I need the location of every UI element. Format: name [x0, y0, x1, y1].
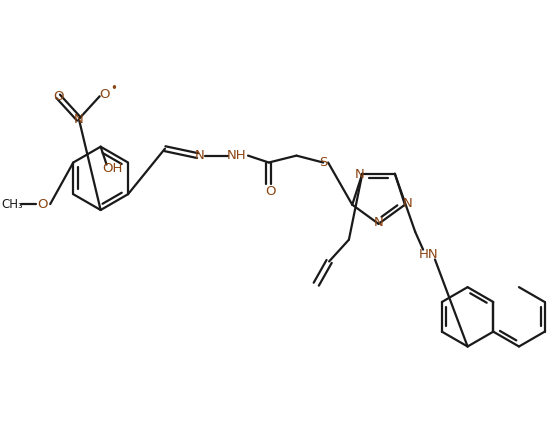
Text: N: N	[374, 216, 383, 229]
Text: OH: OH	[102, 162, 123, 175]
Text: NH: NH	[227, 149, 246, 162]
Text: CH₃: CH₃	[2, 197, 23, 210]
Text: N: N	[74, 112, 84, 125]
Text: N: N	[195, 149, 204, 162]
Text: HN: HN	[419, 248, 439, 261]
Text: O: O	[266, 185, 276, 198]
Text: •: •	[110, 82, 117, 95]
Text: N: N	[403, 197, 413, 210]
Text: O: O	[37, 197, 47, 210]
Text: S: S	[319, 156, 328, 169]
Text: O: O	[53, 90, 64, 103]
Text: N: N	[354, 168, 364, 181]
Text: O: O	[99, 88, 110, 101]
